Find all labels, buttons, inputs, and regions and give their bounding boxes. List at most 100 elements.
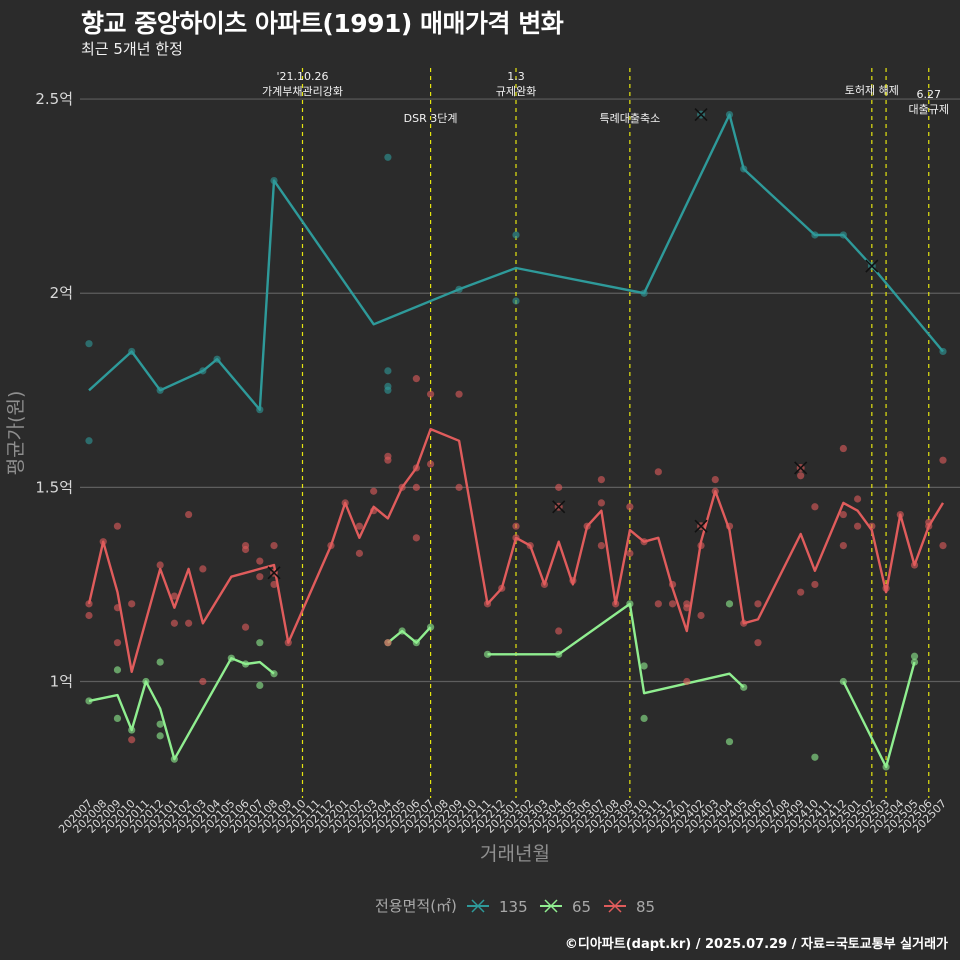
data-point-85 <box>85 611 93 620</box>
data-point-135 <box>512 231 520 239</box>
chart-subtitle: 최근 5개년 한정 <box>81 40 183 58</box>
cancelled-mark-85 <box>694 519 708 533</box>
data-point-85 <box>170 592 178 600</box>
data-point-85 <box>640 538 648 546</box>
data-point-85 <box>185 510 193 519</box>
data-point-85 <box>896 510 904 519</box>
data-point-65 <box>740 683 748 691</box>
legend-title: 전용면적(㎡) <box>375 897 457 915</box>
data-point-85 <box>355 522 364 530</box>
x-axis-title: 거래년월 <box>480 843 550 865</box>
data-point-85 <box>113 604 122 612</box>
data-point-85 <box>370 507 378 515</box>
legend-key-mark <box>608 899 622 913</box>
data-point-85 <box>85 600 93 608</box>
data-point-135 <box>640 289 648 297</box>
data-point-85 <box>327 542 335 550</box>
data-point-85 <box>113 522 122 530</box>
data-point-65 <box>811 753 819 761</box>
data-point-65 <box>640 714 648 722</box>
data-point-85 <box>526 542 534 550</box>
data-point-65 <box>910 652 919 660</box>
data-point-65 <box>398 627 406 635</box>
y-tick-label: 1.5억 <box>35 478 73 496</box>
data-point-85 <box>199 565 207 573</box>
y-tick-label: 2억 <box>50 284 73 302</box>
data-point-85 <box>668 600 677 608</box>
data-point-65 <box>725 600 734 608</box>
data-point-135 <box>384 153 392 161</box>
data-point-135 <box>85 437 93 445</box>
data-point-85 <box>555 483 563 491</box>
data-point-85 <box>412 534 420 542</box>
data-point-85 <box>128 600 136 608</box>
data-point-65 <box>241 660 250 668</box>
data-point-65 <box>640 662 648 670</box>
data-point-65 <box>156 658 164 666</box>
data-point-85 <box>241 545 250 554</box>
data-point-65 <box>85 697 93 705</box>
cancelled-mark-85 <box>267 566 281 580</box>
data-point-85 <box>341 499 349 507</box>
data-point-85 <box>256 573 264 581</box>
data-point-85 <box>583 522 591 530</box>
data-point-85 <box>797 472 805 480</box>
data-point-65 <box>555 650 563 658</box>
cancelled-mark-135 <box>865 259 879 273</box>
data-point-65 <box>128 726 136 734</box>
data-point-85 <box>811 503 819 511</box>
data-point-65 <box>626 600 634 608</box>
data-point-85 <box>455 483 463 491</box>
data-point-85 <box>811 580 819 589</box>
data-point-85 <box>839 542 847 550</box>
data-point-65 <box>910 658 919 666</box>
series-line-65 <box>387 626 432 644</box>
data-point-85 <box>170 619 178 627</box>
data-point-85 <box>384 456 392 464</box>
data-point-85 <box>740 619 748 627</box>
data-point-85 <box>427 390 435 398</box>
event-label: 6.27 대출규제 <box>909 88 949 116</box>
data-point-135 <box>156 386 164 394</box>
series-line-85 <box>87 427 945 673</box>
data-point-85 <box>256 557 264 565</box>
event-label: '21.10.26 가계부채관리강화 <box>262 70 343 98</box>
data-point-85 <box>355 549 364 557</box>
data-point-85 <box>711 475 719 484</box>
data-point-85 <box>854 522 862 530</box>
data-point-85 <box>868 522 876 530</box>
data-point-85 <box>711 487 719 495</box>
data-point-85 <box>99 538 107 546</box>
series-line-65 <box>842 661 916 769</box>
data-point-65 <box>412 639 420 647</box>
data-point-85 <box>398 483 406 491</box>
data-point-85 <box>412 483 420 491</box>
data-point-85 <box>555 627 563 635</box>
data-point-135 <box>811 231 819 239</box>
data-point-65 <box>839 677 847 686</box>
series-line-65 <box>88 657 275 761</box>
data-point-85 <box>128 736 136 744</box>
data-point-85 <box>839 510 847 519</box>
data-point-65 <box>113 714 122 722</box>
data-point-85 <box>754 639 762 647</box>
data-point-65 <box>113 666 122 674</box>
data-point-85 <box>910 561 919 569</box>
y-tick-label: 2.5억 <box>35 90 73 108</box>
data-point-85 <box>483 600 492 608</box>
data-point-85 <box>540 580 549 589</box>
event-label: 토허제 해제 <box>845 83 899 97</box>
cancelled-mark-85 <box>552 500 566 514</box>
data-point-85 <box>185 619 193 627</box>
chart-title: 향교 중앙하이츠 아파트(1991) 매매가격 변화 <box>81 9 564 38</box>
data-point-135 <box>455 285 463 293</box>
data-point-85 <box>654 600 662 608</box>
data-point-85 <box>498 584 506 592</box>
legend-label: 85 <box>636 898 655 916</box>
event-label: 특례대출축소 <box>599 112 660 125</box>
event-label: DSR 3단계 <box>404 112 458 125</box>
data-point-85 <box>839 444 847 453</box>
data-point-65 <box>270 670 278 678</box>
legend-key-mark <box>471 899 485 913</box>
